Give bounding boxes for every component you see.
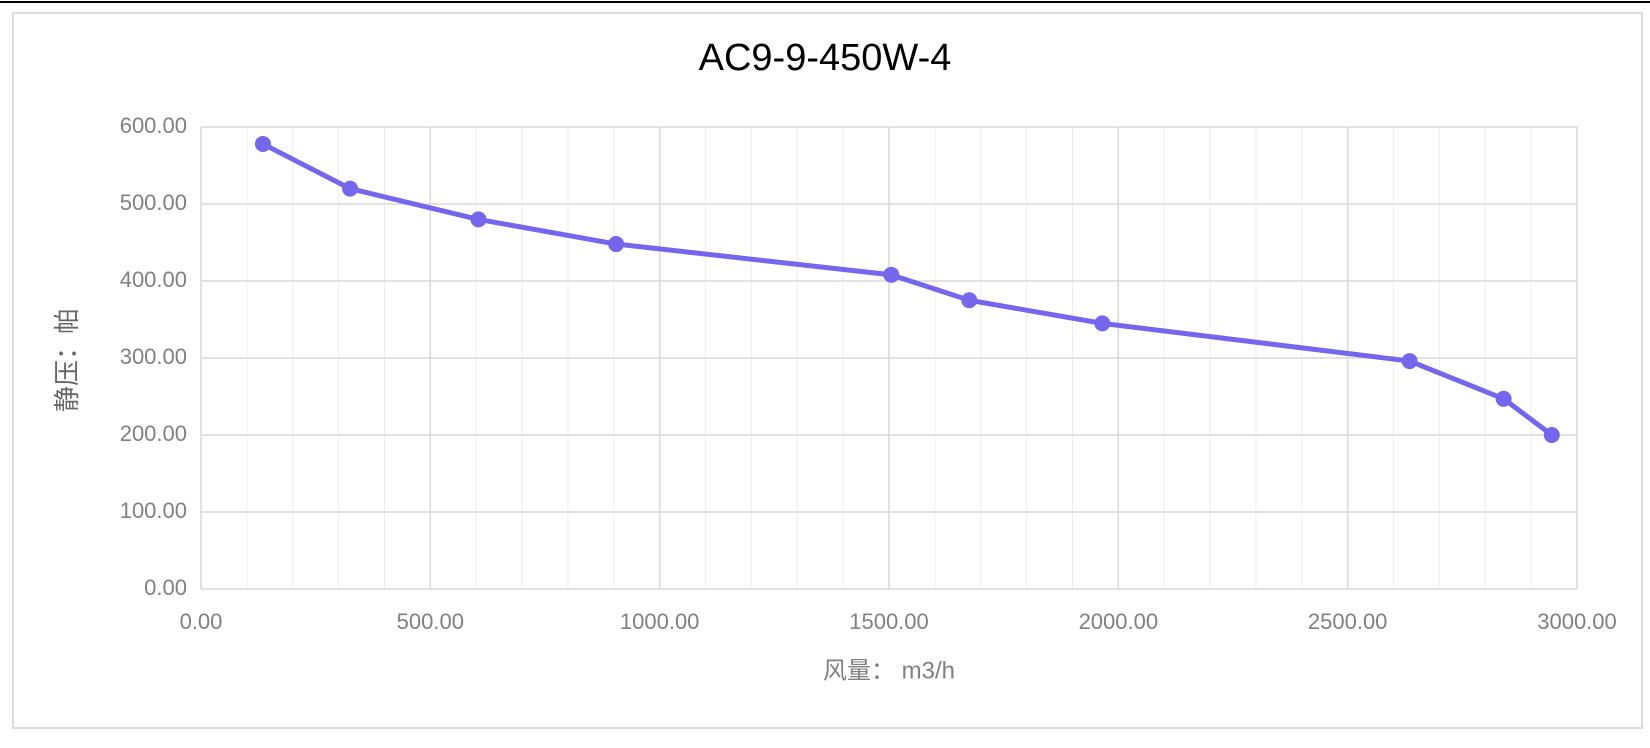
x-axis-label: 风量： m3/h: [823, 657, 955, 684]
data-point: [1495, 390, 1512, 407]
data-point: [254, 135, 271, 152]
y-tick-label: 600.00: [120, 113, 187, 138]
y-tick-label: 100.00: [120, 498, 187, 523]
data-point: [1543, 427, 1560, 443]
data-point: [1401, 353, 1418, 370]
plot-area: [254, 135, 1560, 443]
chart-frame: [12, 12, 1643, 729]
data-point: [470, 211, 487, 228]
y-tick-label: 300.00: [120, 344, 187, 369]
data-point: [883, 266, 900, 283]
data-point: [608, 236, 625, 253]
data-line: [261, 141, 1554, 437]
y-axis-label: 静压：帕: [52, 308, 82, 412]
y-tick-label: 200.00: [120, 421, 187, 446]
x-tick-label: 2500.00: [1308, 609, 1388, 634]
y-tick-label: 0.00: [144, 575, 187, 600]
x-tick-label: 2000.00: [1079, 609, 1159, 634]
grid: 0.00 100.00 200.00 300.00 400.00 500.00 600.00…: [120, 113, 1617, 634]
x-tick-label: 1000.00: [620, 609, 700, 634]
data-point: [961, 292, 978, 309]
x-tick-label: 3000.00: [1537, 609, 1617, 634]
x-tick-label: 1500.00: [849, 609, 929, 634]
x-tick-label: 0.00: [180, 609, 223, 634]
x-tick-label: 500.00: [397, 609, 464, 634]
y-tick-label: 500.00: [120, 190, 187, 215]
data-point: [342, 180, 359, 197]
y-tick-label: 400.00: [120, 267, 187, 292]
data-point: [1094, 315, 1111, 332]
chart-title: AC9-9-450W-4: [699, 37, 952, 79]
